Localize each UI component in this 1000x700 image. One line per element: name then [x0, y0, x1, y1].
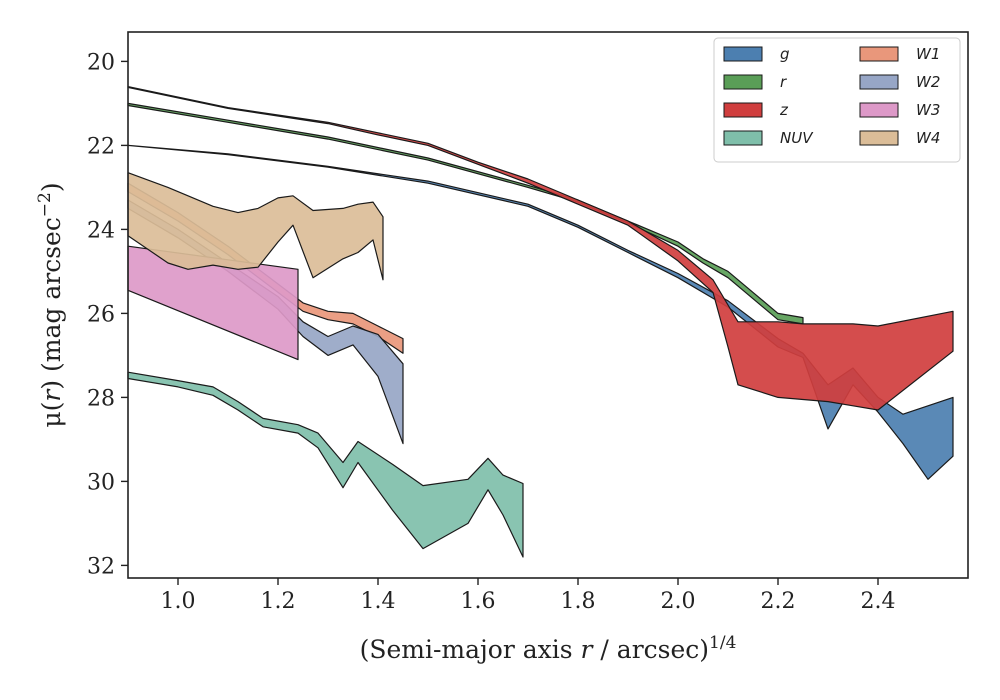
legend-swatch-w3: [859, 102, 899, 118]
legend-swatch-g: [723, 46, 763, 62]
y-tick-label: 24: [87, 218, 115, 243]
legend-label-g: g: [780, 45, 790, 63]
y-tick-label: 32: [87, 554, 115, 579]
band-z: [127, 85, 954, 411]
y-axis-label: μ(r) (mag arcsec−2): [35, 182, 66, 427]
x-axis-label: (Semi-major axis r / arcsec)1/4: [360, 633, 737, 664]
x-tick-label: 2.0: [661, 589, 696, 614]
y-tick-label: 28: [87, 386, 115, 411]
legend-swatch-w4: [859, 130, 899, 146]
legend-label-nuv: NUV: [780, 129, 814, 147]
x-tick-label: 1.6: [461, 589, 496, 614]
y-tick-label: 22: [87, 134, 115, 159]
legend-swatch-r: [723, 74, 763, 90]
legend-swatch-w2: [859, 74, 899, 90]
x-tick-label: 1.0: [161, 589, 196, 614]
legend-label-w2: W2: [916, 73, 940, 91]
legend-label-w4: W4: [916, 129, 940, 147]
x-tick-label: 1.4: [361, 589, 396, 614]
legend-items: grz NUV W1 W2 W3 W4: [723, 45, 940, 147]
legend-swatch-w1: [859, 46, 899, 62]
legend: grz NUV W1 W2 W3 W4: [713, 37, 961, 163]
band-g: [127, 144, 954, 480]
x-axis-ticks: 1.0 1.2 1.4 1.6 1.8 2.0 2.2 2.4: [161, 578, 896, 614]
legend-swatch-z: [723, 102, 763, 118]
y-axis-ticks: 20 22 24 26 28 30 32: [87, 50, 128, 579]
band-nuv: [127, 371, 524, 558]
x-tick-label: 1.8: [561, 589, 596, 614]
y-tick-label: 30: [87, 470, 115, 495]
y-tick-label: 20: [87, 50, 115, 75]
x-tick-label: 1.2: [261, 589, 296, 614]
x-tick-label: 2.2: [761, 589, 796, 614]
legend-swatch-nuv: [723, 130, 763, 146]
legend-label-r: r: [780, 73, 787, 91]
y-tick-label: 26: [87, 302, 115, 327]
legend-label-w3: W3: [916, 101, 940, 119]
plot-frame: [127, 31, 969, 579]
x-tick-label: 2.4: [861, 589, 896, 614]
legend-label-w1: W1: [916, 45, 940, 63]
band-w4: [127, 172, 384, 281]
legend-label-z: z: [779, 101, 789, 119]
